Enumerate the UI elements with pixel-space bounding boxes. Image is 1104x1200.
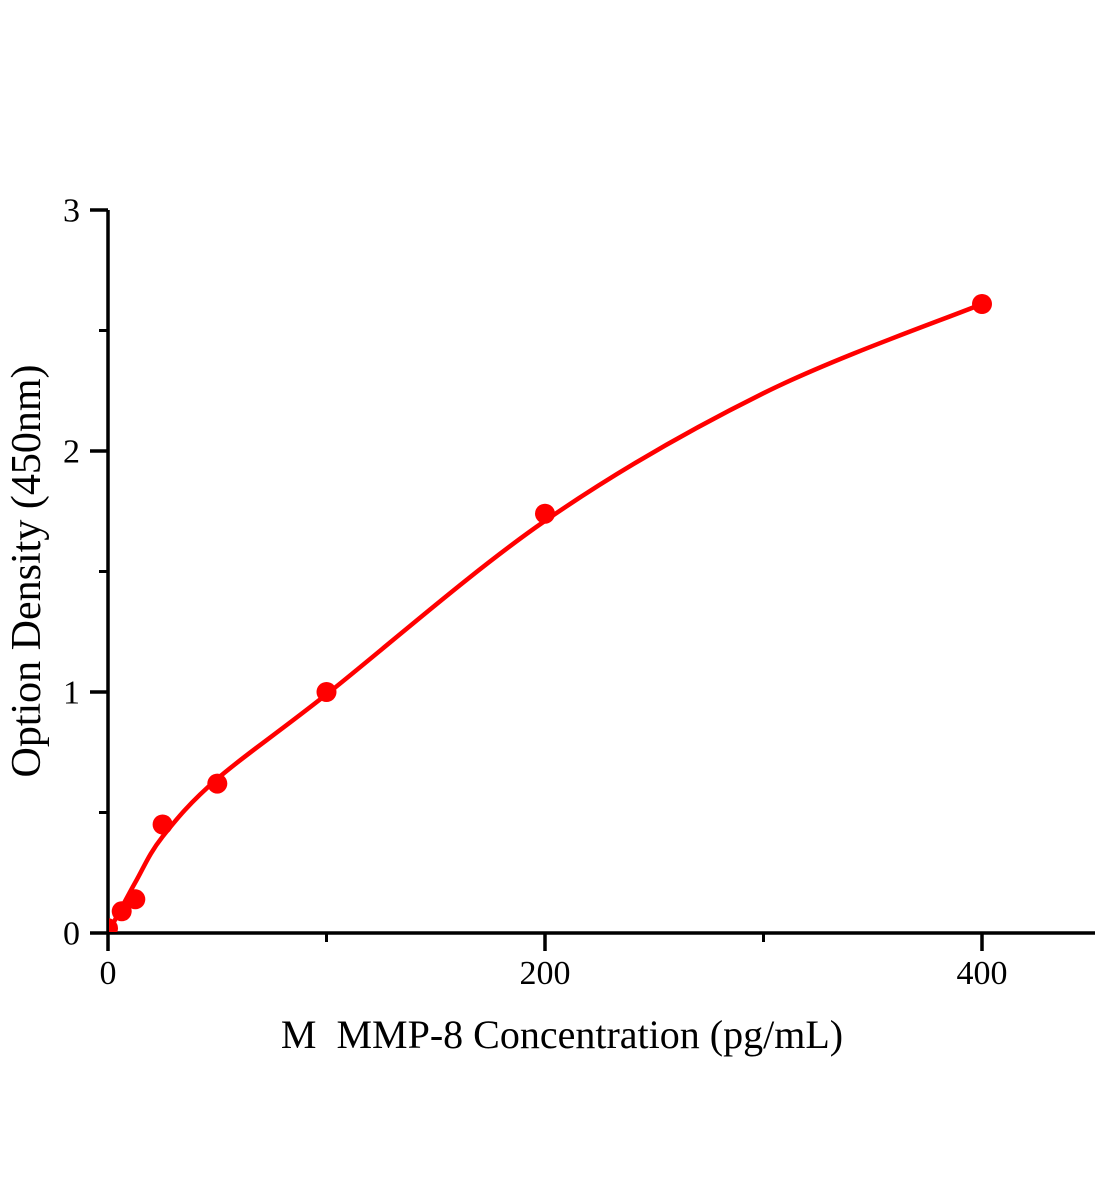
y-tick-label: 2 — [63, 434, 80, 471]
x-tick-label: 200 — [520, 955, 571, 992]
fit-curve-path — [109, 301, 985, 932]
plot-axes — [90, 208, 1095, 951]
x-tick-label: 400 — [957, 955, 1008, 992]
fit-curve — [109, 301, 985, 932]
data-point-marker — [109, 918, 118, 932]
data-point-marker — [972, 294, 992, 314]
y-tick-label: 3 — [63, 193, 80, 230]
data-point-marker — [316, 682, 337, 702]
data-point-marker — [111, 901, 132, 922]
data-point-marker — [207, 773, 228, 794]
data-points — [109, 294, 992, 932]
data-point-marker — [535, 503, 555, 524]
x-axis-title: M MMP-8 Concentration (pg/mL) — [281, 1012, 843, 1057]
x-tick-label: 0 — [100, 955, 117, 992]
data-point-marker — [125, 889, 146, 910]
y-axis-title: Option Density (450nm) — [4, 365, 50, 778]
data-point-marker — [152, 814, 173, 835]
axis-tick-labels: 0 200 400 0 1 2 3 — [63, 193, 1008, 993]
y-tick-label: 1 — [63, 675, 80, 712]
y-tick-label: 0 — [63, 916, 80, 953]
